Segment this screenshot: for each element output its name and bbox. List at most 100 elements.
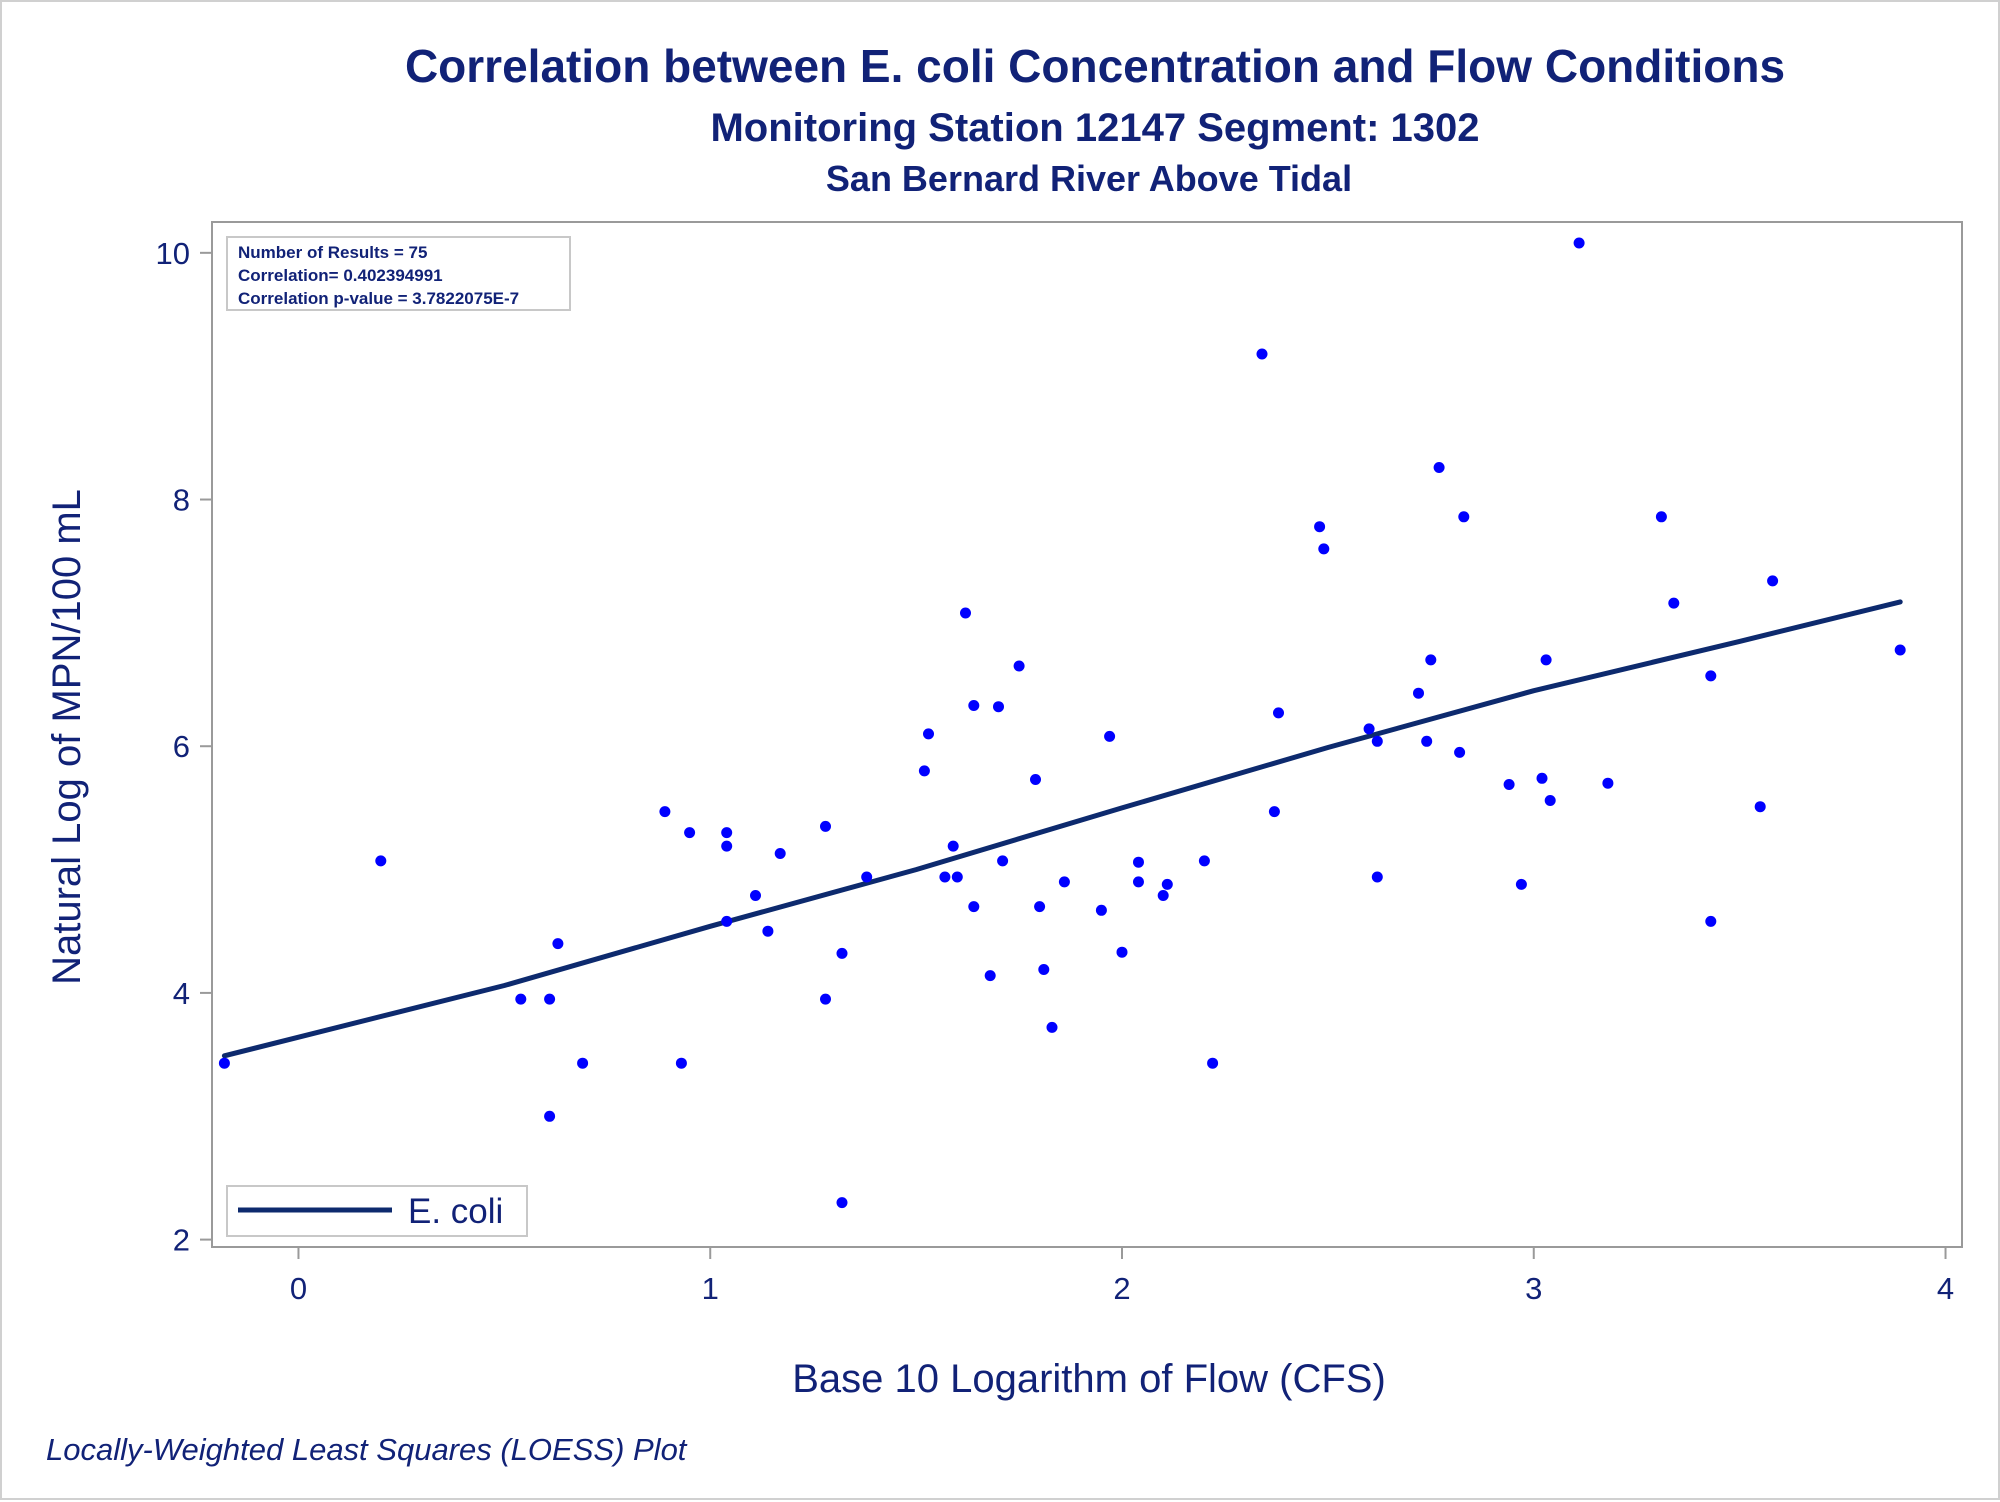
data-point [836, 947, 848, 959]
stat-number-of-results: Number of Results = 75 [238, 243, 427, 262]
data-point [1421, 735, 1433, 747]
data-point [1207, 1057, 1219, 1069]
data-point [1161, 878, 1173, 890]
chart-title: Correlation between E. coli Concentratio… [405, 40, 1785, 92]
data-point [997, 855, 1009, 867]
data-point [1273, 707, 1284, 719]
data-point [659, 806, 671, 818]
plot-area-frame [211, 221, 1963, 1248]
data-point [1363, 723, 1375, 735]
y-tick-label: 8 [173, 483, 190, 518]
data-point [947, 840, 959, 852]
y-tick-label: 6 [173, 729, 190, 764]
x-tick-label: 2 [1113, 1271, 1130, 1306]
data-point [1095, 904, 1107, 916]
data-point [218, 1057, 230, 1069]
data-point [1371, 735, 1383, 747]
x-axis-label: Base 10 Logarithm of Flow (CFS) [792, 1357, 1386, 1401]
data-point [984, 970, 996, 982]
data-point [1602, 777, 1614, 789]
data-point [1894, 644, 1906, 656]
data-point [1413, 687, 1424, 699]
y-tick-label: 10 [156, 236, 190, 271]
data-points-layer [218, 237, 1906, 1209]
footnote: Locally-Weighted Least Squares (LOESS) P… [46, 1432, 688, 1467]
data-point [923, 728, 934, 740]
data-point [1030, 774, 1041, 785]
data-point [577, 1057, 589, 1069]
y-tick-label: 2 [173, 1223, 190, 1258]
data-point [1133, 856, 1144, 868]
y-tick-label: 4 [173, 976, 190, 1011]
data-point [1767, 575, 1779, 587]
data-point [951, 871, 963, 883]
data-point [1318, 543, 1330, 555]
data-point [750, 890, 761, 901]
stats-box: Number of Results = 75 Correlation= 0.40… [226, 236, 571, 311]
x-tick-label: 4 [1937, 1271, 1954, 1306]
data-point [1314, 521, 1326, 533]
data-point [960, 607, 971, 619]
data-point [1536, 772, 1548, 784]
data-point [1157, 890, 1169, 901]
data-point [939, 871, 951, 883]
data-point [684, 827, 696, 839]
data-point [993, 701, 1004, 713]
chart-subtitle-secondary: San Bernard River Above Tidal [826, 158, 1352, 199]
loess-line-layer [221, 599, 1903, 1059]
data-point [1544, 795, 1556, 806]
data-point [1116, 946, 1128, 958]
data-point [1515, 878, 1527, 890]
x-tick-label: 0 [290, 1271, 307, 1306]
data-point [1655, 511, 1667, 523]
x-tick-label: 3 [1525, 1271, 1542, 1306]
data-point [721, 915, 733, 927]
data-point [1668, 597, 1680, 609]
data-point [820, 993, 831, 1005]
loess-line [221, 599, 1903, 1059]
data-point [836, 1197, 848, 1209]
legend: E. coli [226, 1185, 528, 1237]
data-point [544, 993, 556, 1005]
data-point [1754, 801, 1766, 813]
data-point [762, 925, 774, 937]
data-point [1433, 462, 1445, 473]
data-point [1104, 730, 1116, 742]
legend-label: E. coli [408, 1192, 503, 1231]
data-point [918, 765, 930, 777]
data-point [1454, 746, 1466, 758]
y-axis-label: Natural Log of MPN/100 mL [45, 489, 89, 985]
data-point [1705, 670, 1717, 682]
data-point [1503, 779, 1515, 790]
data-point [675, 1057, 687, 1069]
data-point [1133, 876, 1144, 888]
data-point [1198, 855, 1210, 867]
data-point [861, 871, 873, 883]
data-point [552, 938, 564, 950]
data-point [1268, 806, 1280, 818]
data-point [1573, 237, 1585, 249]
data-point [1705, 915, 1717, 927]
stats-box-border [226, 236, 571, 311]
data-point [1458, 511, 1470, 523]
data-point [1371, 871, 1383, 883]
y-axis: 2 4 6 8 10 [156, 236, 212, 1258]
data-point [968, 901, 980, 913]
x-axis: 0 1 2 3 4 [290, 1247, 1954, 1306]
data-point [1058, 876, 1070, 888]
x-tick-label: 1 [702, 1271, 719, 1306]
data-point [721, 827, 733, 839]
data-point [820, 820, 831, 832]
data-point [721, 840, 733, 852]
data-point [1256, 348, 1268, 360]
stat-p-value: Correlation p-value = 3.7822075E-7 [238, 289, 519, 308]
data-point [1540, 654, 1552, 666]
data-point [544, 1110, 556, 1122]
data-point [774, 848, 786, 859]
data-point [375, 855, 387, 867]
data-point [1013, 660, 1025, 672]
data-point [1425, 654, 1437, 666]
stat-correlation: Correlation= 0.402394991 [238, 266, 443, 285]
